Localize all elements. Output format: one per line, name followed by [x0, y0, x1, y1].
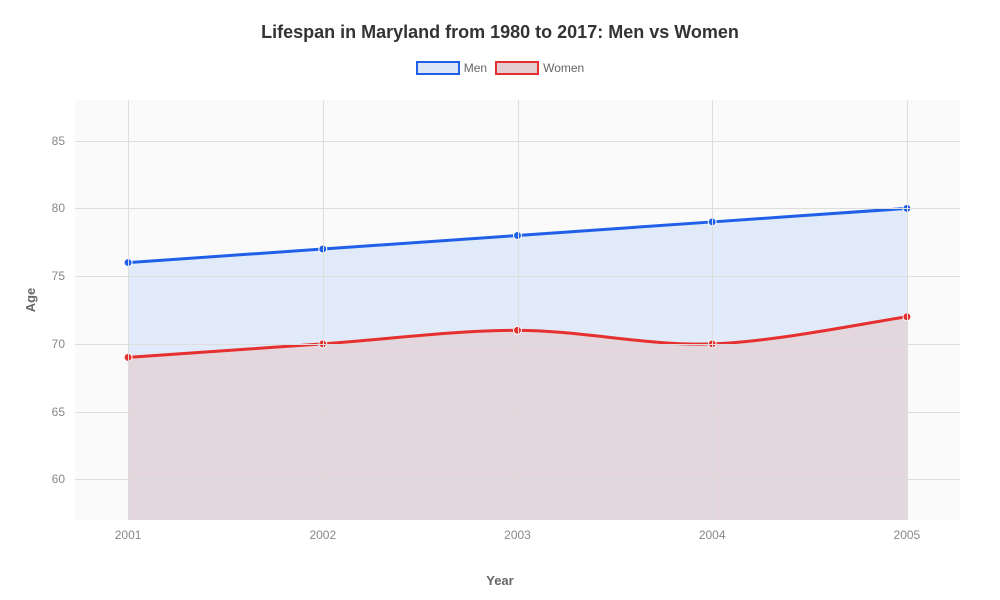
chart-container: Lifespan in Maryland from 1980 to 2017: … — [0, 0, 1000, 600]
plot-area: 60657075808520012002200320042005 — [75, 100, 960, 520]
gridline-v — [323, 100, 324, 520]
y-tick-label: 60 — [52, 472, 65, 486]
x-tick-label: 2003 — [504, 528, 531, 542]
y-tick-label: 85 — [52, 134, 65, 148]
y-tick-label: 65 — [52, 405, 65, 419]
y-tick-label: 75 — [52, 269, 65, 283]
y-tick-label: 70 — [52, 337, 65, 351]
legend: Men Women — [0, 61, 1000, 75]
legend-item[interactable]: Men — [416, 61, 487, 75]
gridline-v — [518, 100, 519, 520]
x-axis-label: Year — [0, 573, 1000, 588]
legend-label: Women — [543, 61, 584, 75]
y-tick-label: 80 — [52, 201, 65, 215]
gridline-v — [712, 100, 713, 520]
legend-swatch — [495, 61, 539, 75]
x-tick-label: 2001 — [115, 528, 142, 542]
y-axis-label: Age — [23, 288, 38, 313]
gridline-v — [128, 100, 129, 520]
gridline-v — [907, 100, 908, 520]
chart-title: Lifespan in Maryland from 1980 to 2017: … — [0, 0, 1000, 43]
x-tick-label: 2005 — [894, 528, 921, 542]
x-tick-label: 2002 — [309, 528, 336, 542]
legend-item[interactable]: Women — [495, 61, 584, 75]
x-tick-label: 2004 — [699, 528, 726, 542]
legend-swatch — [416, 61, 460, 75]
legend-label: Men — [464, 61, 487, 75]
